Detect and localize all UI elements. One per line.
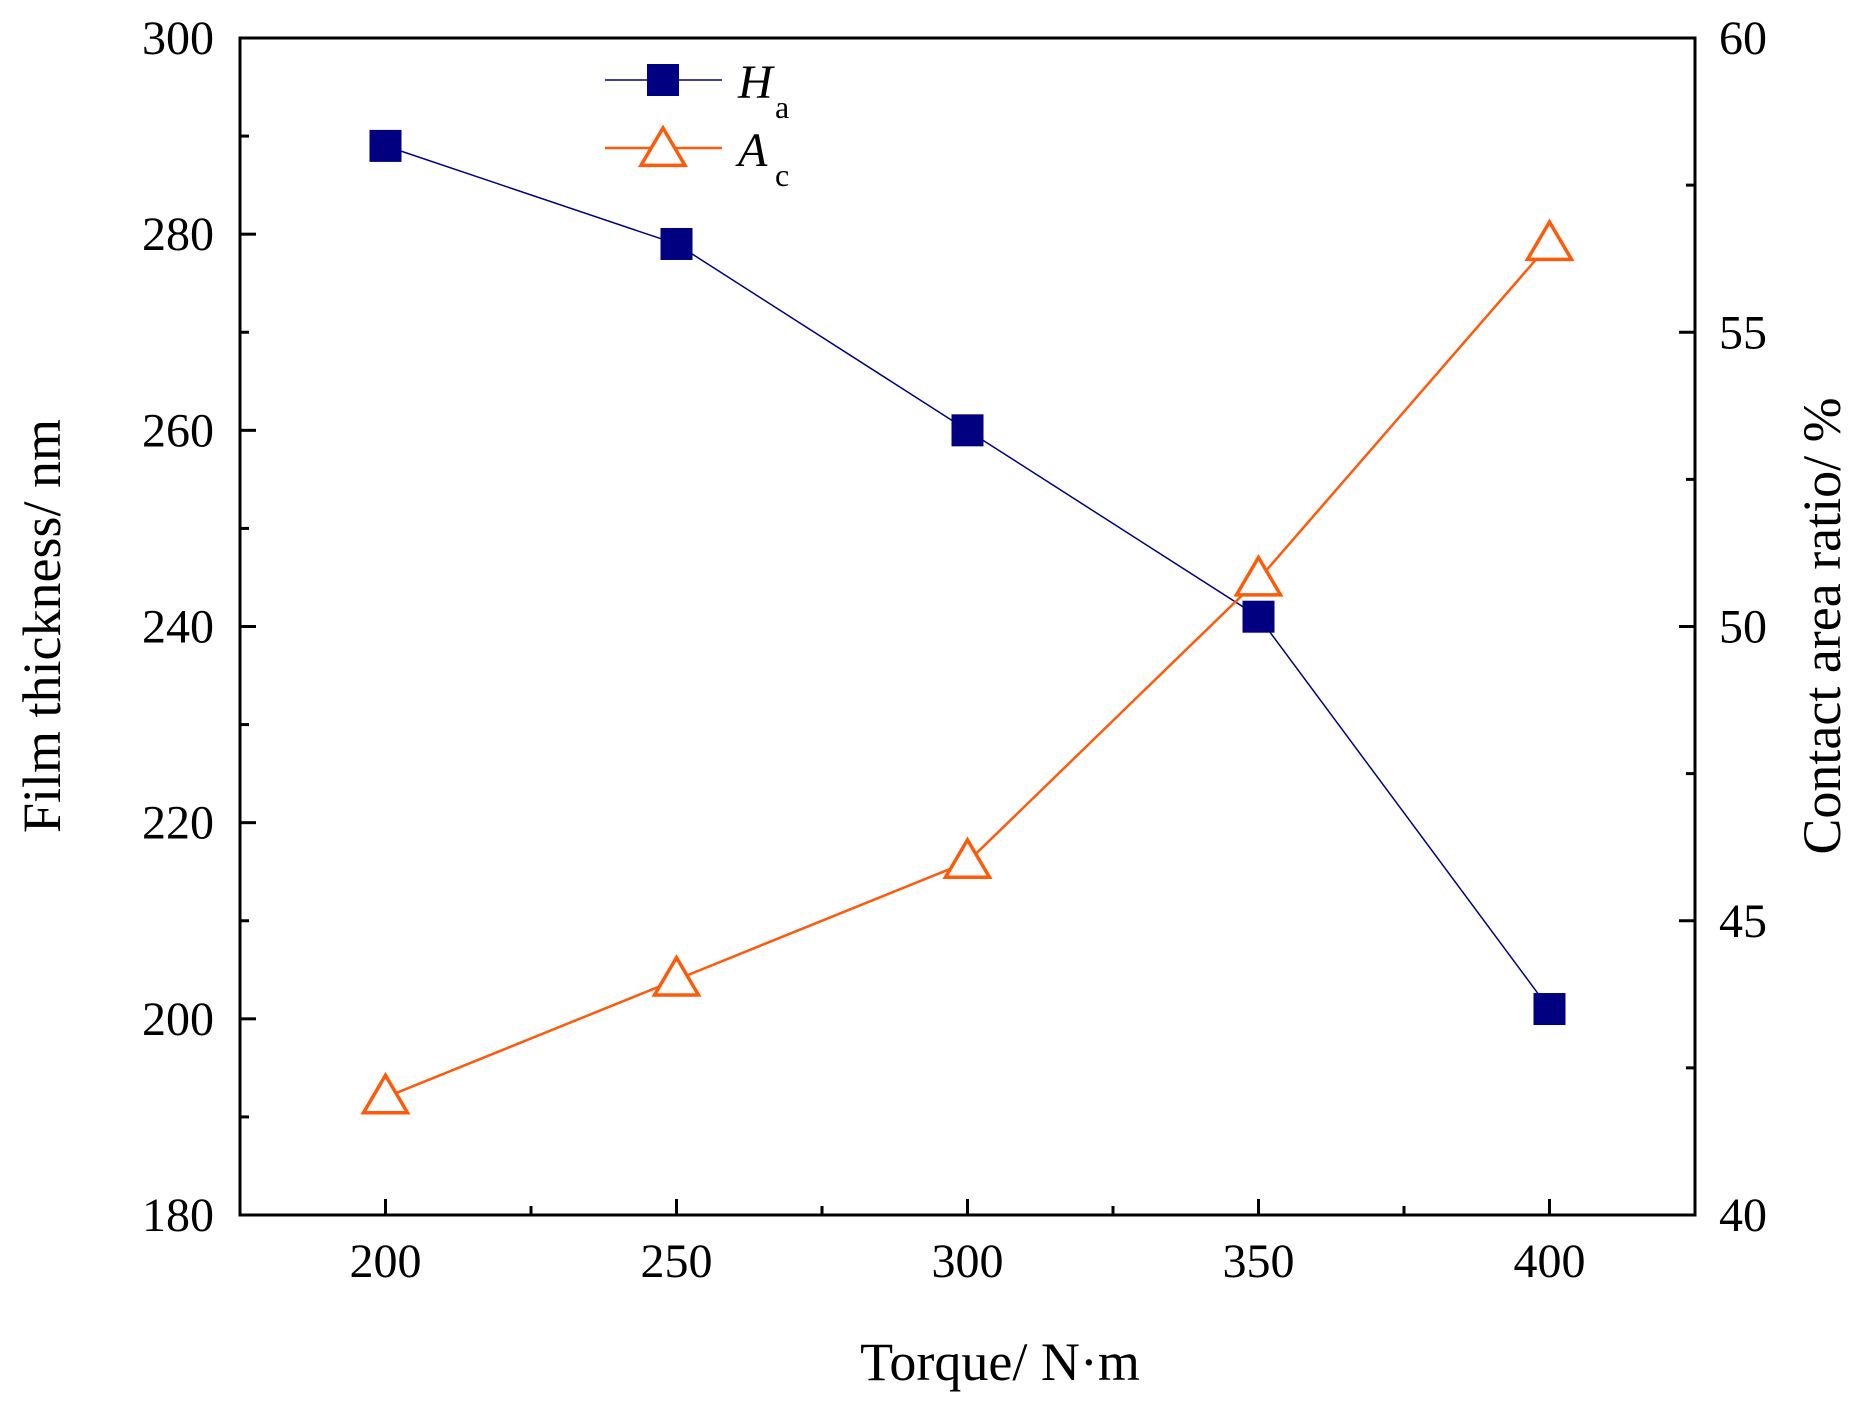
x-tick-label: 250 xyxy=(641,1235,713,1288)
legend-label-1: H xyxy=(737,56,775,109)
x-tick-label: 350 xyxy=(1223,1235,1295,1288)
legend-label-subscript-2: c xyxy=(775,157,789,193)
series-markers xyxy=(360,129,1575,1115)
y-tick-label: 300 xyxy=(142,12,214,65)
x-tick-label: 300 xyxy=(932,1235,1004,1288)
y-tick-label: 180 xyxy=(142,1189,214,1242)
left-y-axis-ticks: 180 200 220 240 260 280 300 xyxy=(142,12,256,1242)
x-tick-label: 200 xyxy=(350,1235,422,1288)
y2-tick-label: 50 xyxy=(1719,601,1767,654)
y-tick-label: 200 xyxy=(142,993,214,1046)
y-tick-label: 220 xyxy=(142,797,214,850)
legend-label-2: A xyxy=(735,124,768,177)
series-lines xyxy=(385,145,1551,1099)
y2-tick-label: 45 xyxy=(1719,895,1767,948)
data-point-series-2 xyxy=(1233,553,1284,597)
y-axis-title: Film thickness/ nm xyxy=(12,419,72,833)
series-line-2 xyxy=(385,243,1551,1099)
x-axis-title: Torque/ N·m xyxy=(860,1332,1140,1392)
y2-axis-title: Contact area ratio/ % xyxy=(1792,397,1852,854)
y-tick-label: 280 xyxy=(142,208,214,261)
plot-frame xyxy=(238,36,1697,1217)
data-point-series-1 xyxy=(369,129,402,162)
series-line-1 xyxy=(385,145,1551,1010)
legend-marker-2 xyxy=(637,124,689,168)
data-point-series-2 xyxy=(360,1071,411,1115)
data-point-series-2 xyxy=(1524,218,1575,262)
y-tick-label: 240 xyxy=(142,601,214,654)
data-point-series-1 xyxy=(660,227,693,260)
y-tick-label: 260 xyxy=(142,404,214,457)
x-tick-label: 400 xyxy=(1514,1235,1586,1288)
legend-label-subscript-1: a xyxy=(775,89,789,125)
right-y-axis-ticks: 40 45 50 55 60 xyxy=(1679,12,1767,1242)
x-axis-ticks: 200 250 300 350 400 xyxy=(350,1199,1586,1288)
legend-marker-1 xyxy=(647,64,679,96)
data-point-series-1 xyxy=(1242,600,1275,633)
data-point-series-1 xyxy=(951,414,984,447)
data-point-series-1 xyxy=(1533,993,1566,1026)
y2-tick-label: 55 xyxy=(1719,306,1767,359)
data-point-series-2 xyxy=(651,954,702,997)
y2-tick-label: 40 xyxy=(1719,1189,1767,1242)
y2-tick-label: 60 xyxy=(1719,12,1767,65)
data-point-series-2 xyxy=(942,836,993,880)
